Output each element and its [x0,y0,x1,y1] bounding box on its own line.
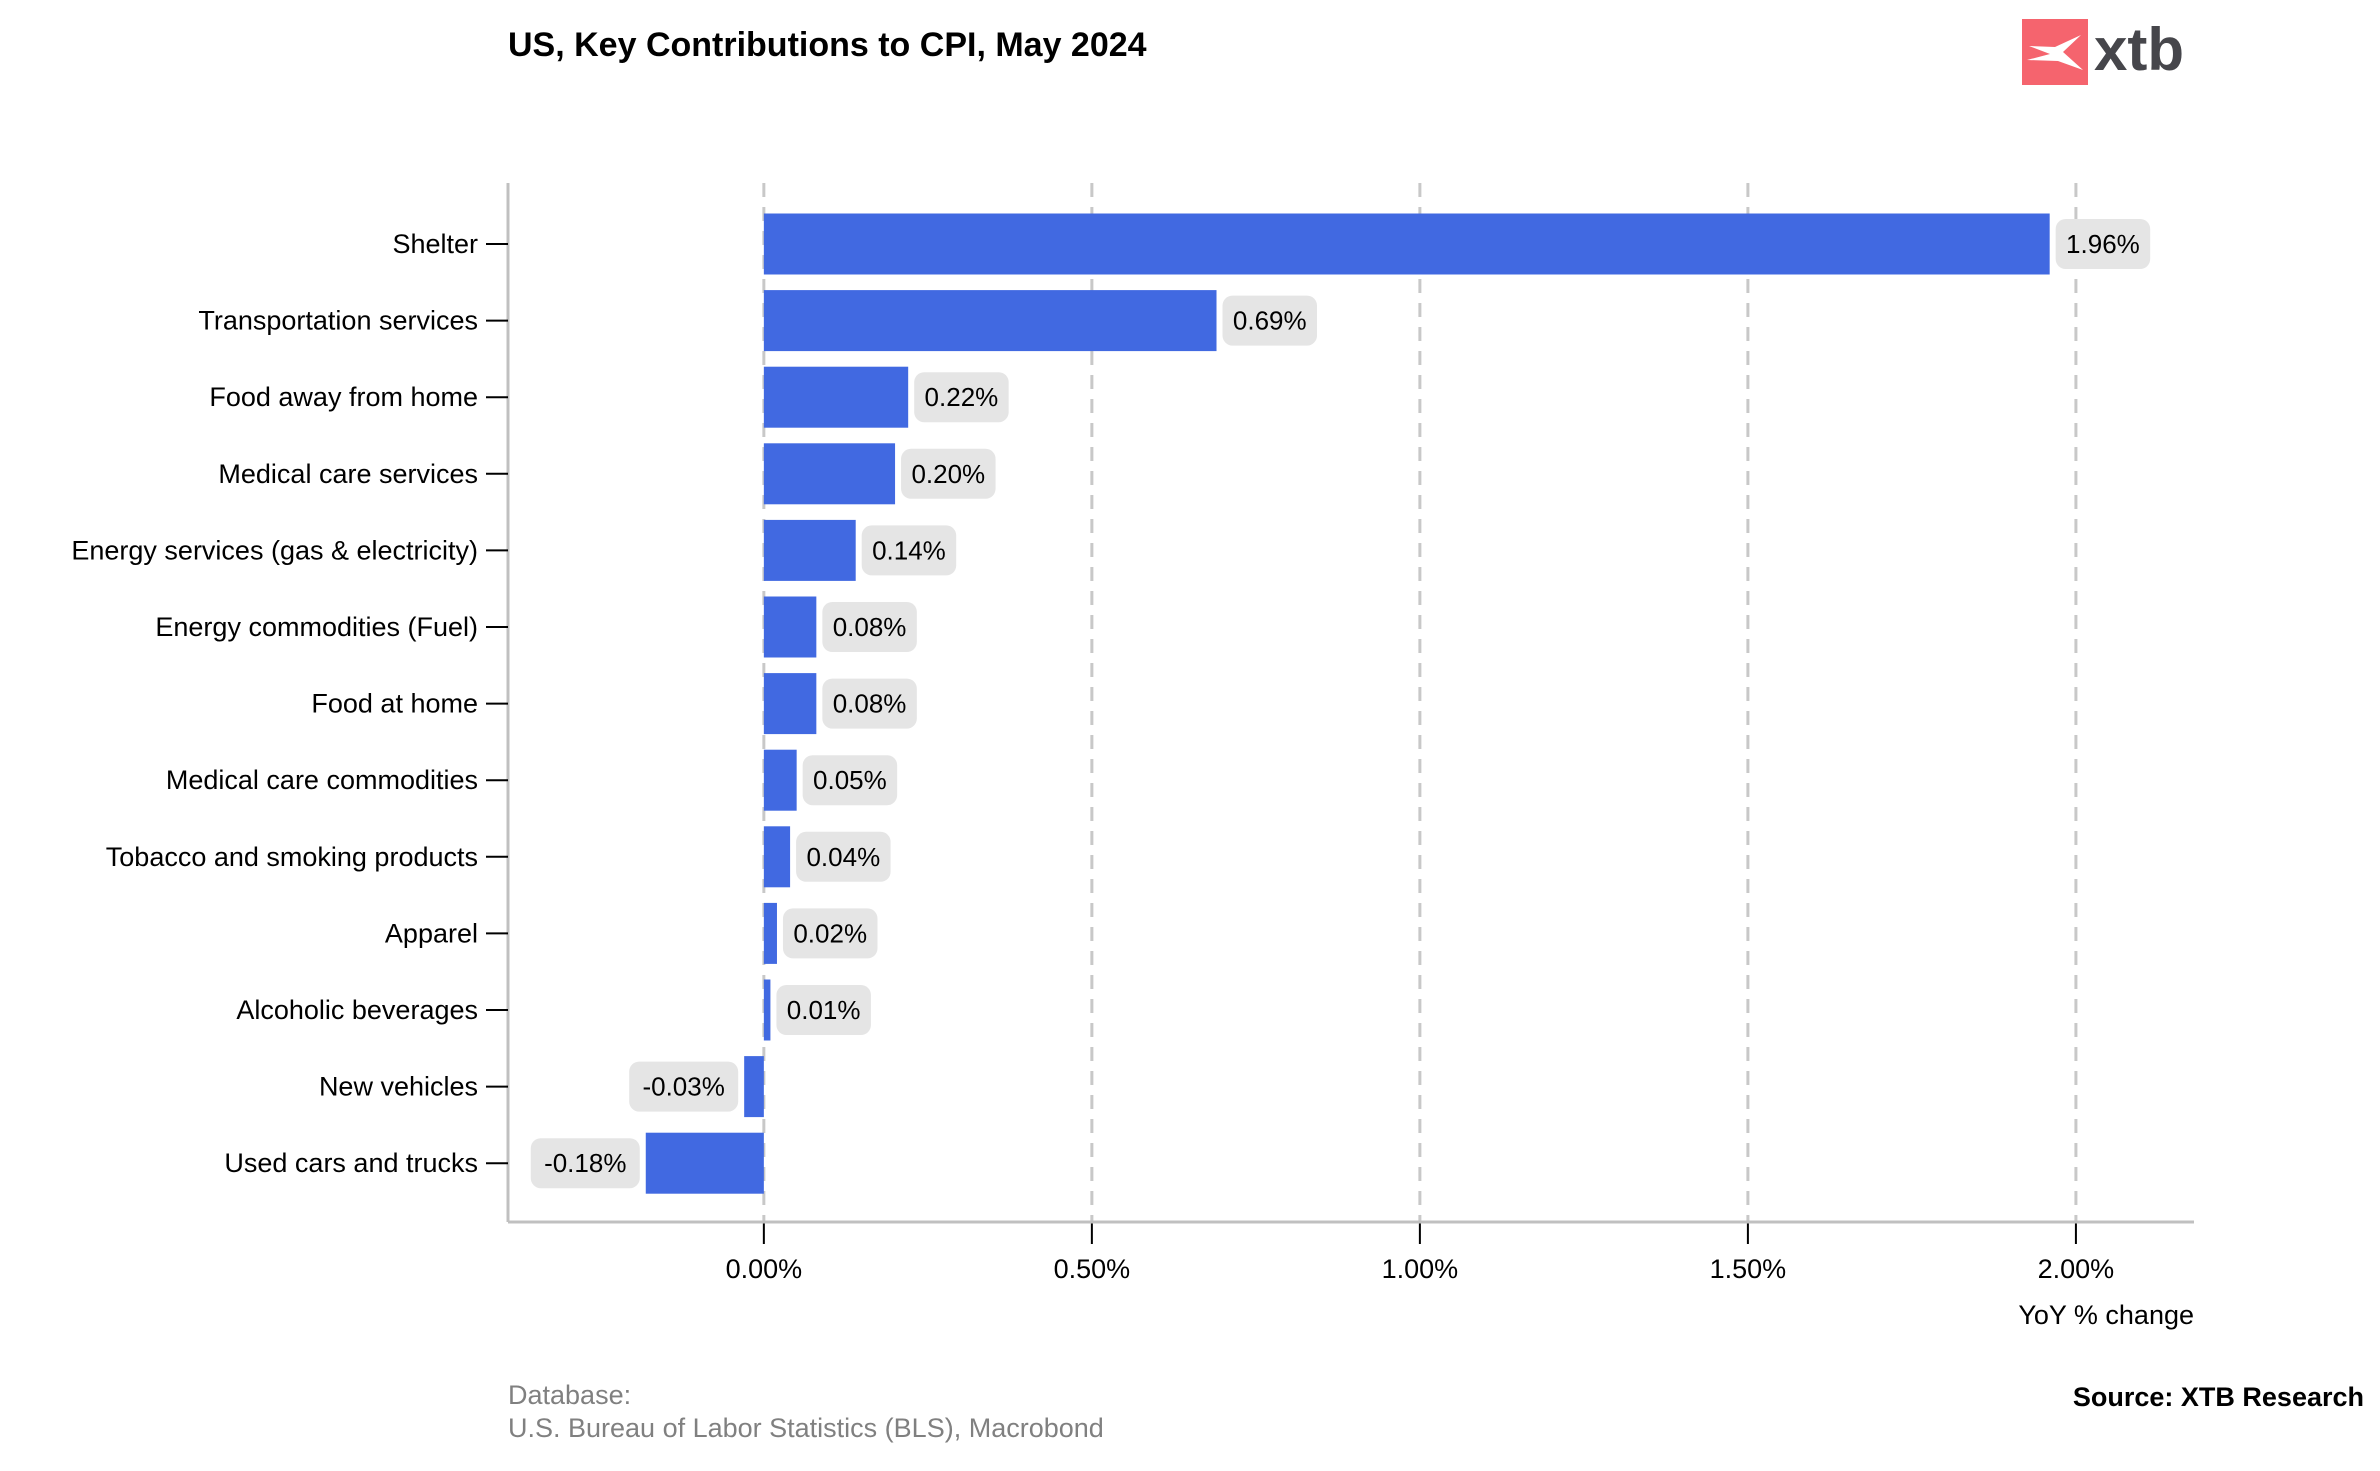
xtb-logo-text: xtb [2094,16,2184,83]
data-label: -0.18% [544,1148,626,1178]
data-label: -0.03% [642,1072,724,1102]
category-label: Food at home [311,689,478,719]
category-label: Alcoholic beverages [236,995,478,1025]
data-label-box [2055,219,2151,269]
data-label-box [530,1138,640,1189]
category-label: Transportation services [198,306,478,336]
x-tick-label: 0.00% [726,1254,803,1284]
bar [763,749,797,811]
data-label-box [914,372,1009,423]
data-label-box [796,831,891,882]
xtb-logo: xtb [2022,16,2184,85]
category-label: Food away from home [209,382,478,412]
bar [763,596,817,658]
x-axis-label: YoY % change [2018,1300,2194,1330]
data-label: 0.08% [833,689,907,719]
data-label-box [776,985,871,1035]
source-note: Source: XTB Research [2073,1382,2364,1412]
x-tick-label: 1.50% [1710,1254,1787,1284]
data-label: 0.01% [787,995,861,1025]
data-label: 0.22% [925,382,999,412]
database-source: U.S. Bureau of Labor Statistics (BLS), M… [508,1413,1104,1443]
x-tick-label: 2.00% [2038,1254,2115,1284]
data-label: 0.20% [911,459,985,489]
bar [763,213,2050,275]
database-label: Database: [508,1380,631,1410]
category-label: Energy services (gas & electricity) [71,535,478,565]
bar [744,1056,764,1118]
data-label-box [1222,295,1318,346]
data-label-box [822,678,917,729]
category-label: Used cars and trucks [224,1148,478,1178]
data-label-box [629,1061,739,1112]
data-label: 0.02% [793,918,867,948]
data-label: 0.08% [833,612,907,642]
category-label: Shelter [392,229,478,259]
bar [763,979,771,1041]
bar [763,290,1217,352]
bar [763,673,817,735]
chart-title: US, Key Contributions to CPI, May 2024 [508,26,1147,64]
bar [645,1132,764,1194]
data-label: 0.69% [1233,306,1307,336]
data-label: 0.05% [813,765,887,795]
data-label-box [782,908,878,959]
data-label: 0.04% [806,842,880,872]
data-label-box [802,755,898,806]
bar [763,519,856,581]
category-label: Apparel [385,918,478,948]
data-label: 1.96% [2066,229,2140,259]
bar [763,902,777,964]
category-label: Medical care commodities [166,765,478,795]
x-tick-label: 1.00% [1382,1254,1459,1284]
data-label-box [861,525,957,576]
bar [763,443,896,505]
category-label: New vehicles [319,1072,478,1102]
bar [763,366,909,428]
xtb-logo-x-icon [2027,35,2083,70]
data-label: 0.14% [872,535,946,565]
bar [763,826,791,888]
category-label: Tobacco and smoking products [106,842,478,872]
data-label-box [822,602,917,652]
data-label-box [901,448,996,499]
category-label: Medical care services [218,459,478,489]
category-label: Energy commodities (Fuel) [155,612,478,642]
x-tick-label: 0.50% [1054,1254,1131,1284]
